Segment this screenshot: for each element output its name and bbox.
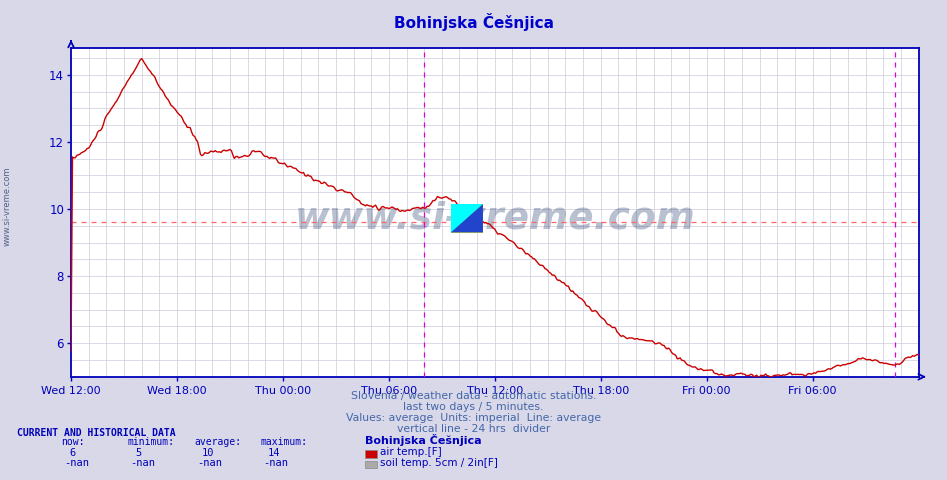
Text: CURRENT AND HISTORICAL DATA: CURRENT AND HISTORICAL DATA: [17, 428, 176, 438]
Text: -nan: -nan: [64, 458, 89, 468]
Bar: [451, 204, 483, 232]
Text: average:: average:: [194, 437, 241, 447]
Text: -nan: -nan: [197, 458, 222, 468]
Text: 5: 5: [135, 448, 142, 458]
Text: -nan: -nan: [131, 458, 155, 468]
Text: soil temp. 5cm / 2in[F]: soil temp. 5cm / 2in[F]: [380, 457, 497, 468]
Text: -nan: -nan: [263, 458, 288, 468]
Text: Bohinjska Češnjica: Bohinjska Češnjica: [394, 12, 553, 31]
Text: now:: now:: [62, 437, 85, 447]
Text: air temp.[F]: air temp.[F]: [380, 447, 441, 457]
Polygon shape: [451, 204, 483, 232]
Text: www.si-vreme.com: www.si-vreme.com: [3, 167, 12, 246]
Text: maximum:: maximum:: [260, 437, 308, 447]
Text: www.si-vreme.com: www.si-vreme.com: [295, 201, 695, 237]
Text: Bohinjska Češnjica: Bohinjska Češnjica: [365, 434, 481, 446]
Text: Values: average  Units: imperial  Line: average: Values: average Units: imperial Line: av…: [346, 413, 601, 423]
Text: minimum:: minimum:: [128, 437, 175, 447]
Text: last two days / 5 minutes.: last two days / 5 minutes.: [403, 402, 544, 412]
Text: Slovenia / weather data - automatic stations.: Slovenia / weather data - automatic stat…: [350, 391, 597, 401]
Text: 6: 6: [69, 448, 76, 458]
Text: 14: 14: [268, 448, 280, 458]
Text: 10: 10: [202, 448, 214, 458]
Text: vertical line - 24 hrs  divider: vertical line - 24 hrs divider: [397, 424, 550, 434]
Polygon shape: [451, 204, 483, 232]
